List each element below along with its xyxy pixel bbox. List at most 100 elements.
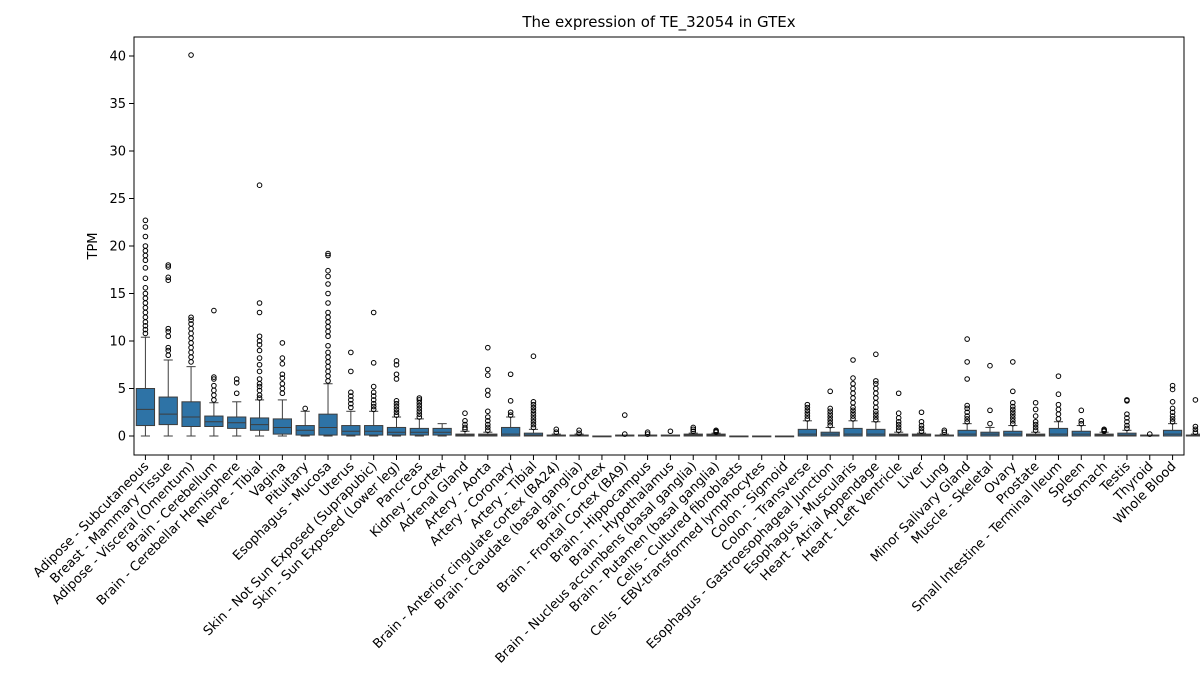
outlier-point — [1192, 397, 1199, 403]
outlier-point — [416, 414, 423, 420]
box-14 — [455, 410, 475, 437]
box-32 — [866, 351, 886, 437]
box-11 — [386, 358, 407, 437]
outlier-point — [142, 314, 149, 321]
outlier-point — [279, 371, 286, 378]
outlier-point — [325, 290, 331, 297]
box-42 — [1094, 426, 1114, 437]
outlier-point — [142, 217, 149, 224]
outlier-point — [507, 398, 514, 404]
outlier-point — [1124, 418, 1130, 425]
outlier-point — [188, 325, 194, 332]
outlier-point — [1169, 382, 1176, 389]
outlier-point — [393, 412, 400, 418]
outlier-point — [576, 430, 582, 436]
outlier-point — [964, 336, 970, 342]
outlier-point — [188, 349, 194, 356]
outlier-point — [941, 429, 948, 436]
box-9 — [341, 349, 361, 437]
y-axis: 0 5 10 15 20 25 30 35 40 — [109, 50, 134, 445]
outlier-point — [1055, 391, 1062, 398]
outlier-point — [530, 421, 537, 428]
outlier-point — [188, 340, 194, 346]
outlier-point — [393, 398, 400, 404]
outlier-point — [142, 309, 149, 316]
y-tick-label: 5 — [118, 382, 126, 397]
outlier-point — [188, 359, 194, 365]
outlier-point — [393, 361, 400, 368]
outlier-point — [895, 427, 902, 434]
outlier-point — [827, 405, 833, 412]
outlier-point — [1010, 388, 1016, 395]
outlier-point — [462, 421, 468, 428]
outlier-point — [325, 323, 331, 330]
box-31 — [843, 357, 863, 437]
outlier-point — [873, 351, 879, 358]
y-tick-label: 30 — [109, 145, 126, 160]
outlier-point — [142, 247, 149, 254]
outlier-point — [987, 407, 993, 414]
outlier-point — [416, 402, 423, 409]
outlier-point — [142, 265, 149, 271]
outlier-point — [1101, 426, 1107, 433]
box-21 — [615, 412, 635, 437]
outlier-point — [1169, 418, 1176, 425]
outlier-point — [850, 416, 856, 422]
box-0 — [135, 217, 156, 437]
box-body — [386, 426, 407, 436]
box-35 — [934, 427, 954, 437]
box-series — [135, 52, 1200, 438]
outlier-point — [895, 418, 902, 425]
outlier-point — [1055, 406, 1062, 413]
box-34 — [911, 409, 932, 437]
outlier-point — [279, 361, 286, 367]
outlier-point — [873, 385, 879, 392]
outlier-point — [1169, 405, 1176, 412]
outlier-point — [142, 330, 149, 337]
outlier-point — [530, 399, 537, 405]
outlier-point — [964, 402, 970, 409]
box-18 — [546, 426, 566, 437]
outlier-point — [644, 431, 651, 437]
outlier-point — [485, 344, 491, 351]
chart-title: The expression of TE_32054 in GTEx — [521, 13, 795, 32]
box-13 — [432, 423, 452, 437]
outlier-point — [325, 342, 331, 349]
outlier-point — [370, 397, 377, 403]
outlier-point — [804, 407, 811, 414]
outlier-point — [1192, 429, 1199, 436]
y-tick-label: 10 — [109, 335, 126, 350]
outlier-point — [827, 422, 833, 429]
outlier-point — [142, 257, 149, 264]
outlier-point — [165, 264, 172, 270]
outlier-point — [233, 390, 240, 397]
outlier-point — [1124, 422, 1130, 429]
outlier-point — [1078, 407, 1085, 414]
outlier-point — [850, 399, 856, 406]
box-body — [1162, 429, 1183, 437]
outlier-point — [325, 373, 331, 379]
outlier-point — [142, 243, 149, 249]
outlier-point — [964, 413, 970, 419]
outlier-point — [621, 431, 628, 437]
outlier-point — [1192, 426, 1199, 433]
outlier-point — [393, 406, 400, 413]
outlier-point — [850, 404, 856, 411]
outlier-point — [530, 416, 537, 422]
outlier-point — [850, 375, 856, 381]
outlier-point — [165, 274, 172, 281]
outlier-point — [165, 262, 172, 268]
box-1 — [158, 262, 178, 437]
outlier-point — [393, 376, 400, 382]
outlier-point — [370, 406, 377, 413]
box-body — [957, 429, 977, 437]
outlier-point — [325, 333, 331, 340]
outlier-point — [485, 424, 491, 431]
outlier-point — [279, 385, 286, 392]
outlier-point — [279, 340, 286, 346]
outlier-point — [507, 409, 514, 416]
outlier-point — [325, 319, 331, 325]
outlier-point — [165, 328, 172, 335]
y-tick-label: 20 — [109, 240, 126, 255]
